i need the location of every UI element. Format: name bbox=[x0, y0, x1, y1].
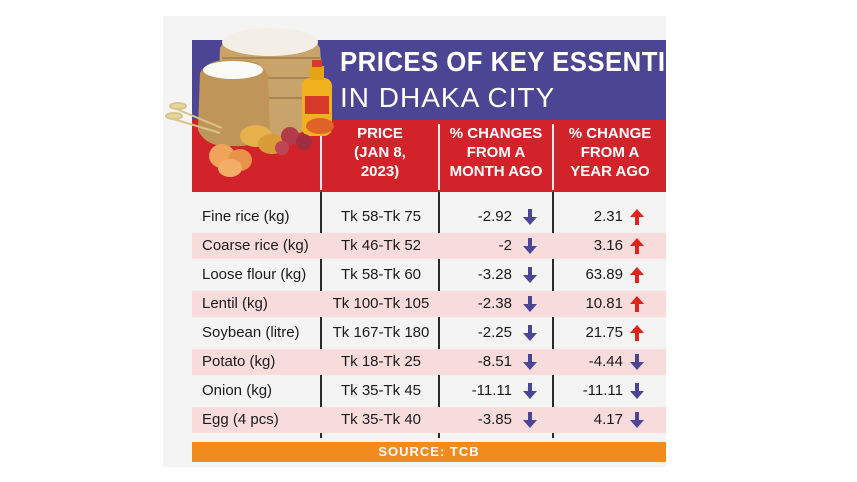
year-change-value: 10.81 bbox=[585, 295, 623, 312]
year-change-value: 63.89 bbox=[585, 266, 623, 283]
arrow-down-icon bbox=[628, 352, 646, 372]
price-range: Tk 167-Tk 180 bbox=[332, 324, 430, 341]
price-range: Tk 35-Tk 45 bbox=[340, 382, 422, 399]
header-year-change: % CHANGE FROM A YEAR AGO bbox=[568, 125, 652, 180]
item-name: Onion (kg) bbox=[202, 382, 273, 399]
price-range: Tk 46-Tk 52 bbox=[340, 237, 422, 254]
source-bar: SOURCE: TCB bbox=[192, 442, 666, 462]
arrow-down-icon bbox=[521, 236, 539, 256]
egg-icon bbox=[209, 144, 252, 177]
item-name: Fine rice (kg) bbox=[202, 208, 290, 225]
onion-icon bbox=[275, 127, 312, 155]
arrow-down-icon bbox=[521, 323, 539, 343]
arrow-up-icon bbox=[628, 236, 646, 256]
table-row: Fine rice (kg) Tk 58-Tk 75 -2.92 2.31 bbox=[192, 204, 666, 230]
table-row: Onion (kg) Tk 35-Tk 45 -11.11 -11.11 bbox=[192, 378, 666, 404]
month-change-value: -3.85 bbox=[477, 411, 512, 428]
year-change-value: -11.11 bbox=[582, 382, 623, 399]
arrow-up-icon bbox=[628, 323, 646, 343]
title-line-1: PRICES OF KEY ESSENTIALS bbox=[340, 46, 719, 77]
table-row: Egg (4 pcs) Tk 35-Tk 40 -3.85 4.17 bbox=[192, 407, 666, 433]
header-divider bbox=[320, 124, 322, 190]
month-change-value: -2.25 bbox=[477, 324, 512, 341]
arrow-down-icon bbox=[521, 294, 539, 314]
arrow-up-icon bbox=[628, 265, 646, 285]
item-name: Loose flour (kg) bbox=[202, 266, 307, 283]
month-change-value: -8.51 bbox=[477, 353, 512, 370]
arrow-down-icon bbox=[521, 265, 539, 285]
year-change-value: 2.31 bbox=[593, 208, 623, 225]
item-name: Egg (4 pcs) bbox=[202, 411, 279, 428]
arrow-down-icon bbox=[521, 410, 539, 430]
price-range: Tk 58-Tk 60 bbox=[340, 266, 422, 283]
arrow-down-icon bbox=[628, 381, 646, 401]
arrow-down-icon bbox=[521, 381, 539, 401]
wheat-icon bbox=[165, 102, 223, 134]
arrow-up-icon bbox=[628, 207, 646, 227]
month-change-value: -2 bbox=[498, 237, 512, 254]
lentil-icon bbox=[306, 118, 334, 134]
table-row: Soybean (litre) Tk 167-Tk 180 -2.25 21.75 bbox=[192, 320, 666, 346]
food-illustration bbox=[165, 28, 334, 177]
year-change-value: -4.44 bbox=[588, 353, 623, 370]
arrow-down-icon bbox=[521, 352, 539, 372]
header-month-change: % CHANGES FROM A MONTH AGO bbox=[449, 125, 543, 180]
price-range: Tk 18-Tk 25 bbox=[340, 353, 422, 370]
item-name: Coarse rice (kg) bbox=[202, 237, 309, 254]
month-change-value: -2.92 bbox=[477, 208, 512, 225]
header-divider bbox=[438, 124, 440, 190]
item-name: Potato (kg) bbox=[202, 353, 276, 370]
arrow-up-icon bbox=[628, 294, 646, 314]
item-name: Soybean (litre) bbox=[202, 324, 300, 341]
arrow-down-icon bbox=[521, 207, 539, 227]
month-change-value: -11.11 bbox=[471, 382, 512, 399]
title-line-2: IN DHAKA CITY bbox=[340, 82, 556, 113]
month-change-value: -3.28 bbox=[477, 266, 512, 283]
year-change-value: 3.16 bbox=[593, 237, 623, 254]
price-range: Tk 58-Tk 75 bbox=[340, 208, 422, 225]
year-change-value: 21.75 bbox=[585, 324, 623, 341]
table-row: Lentil (kg) Tk 100-Tk 105 -2.38 10.81 bbox=[192, 291, 666, 317]
header-price: PRICE (JAN 8, 2023) bbox=[354, 125, 406, 180]
year-change-value: 4.17 bbox=[593, 411, 623, 428]
arrow-down-icon bbox=[628, 410, 646, 430]
table-row: Loose flour (kg) Tk 58-Tk 60 -3.28 63.89 bbox=[192, 262, 666, 288]
month-change-value: -2.38 bbox=[477, 295, 512, 312]
header-divider bbox=[552, 124, 554, 190]
price-range: Tk 35-Tk 40 bbox=[340, 411, 422, 428]
table-row: Coarse rice (kg) Tk 46-Tk 52 -2 3.16 bbox=[192, 233, 666, 259]
price-range: Tk 100-Tk 105 bbox=[332, 295, 430, 312]
table-row: Potato (kg) Tk 18-Tk 25 -8.51 -4.44 bbox=[192, 349, 666, 375]
item-name: Lentil (kg) bbox=[202, 295, 268, 312]
